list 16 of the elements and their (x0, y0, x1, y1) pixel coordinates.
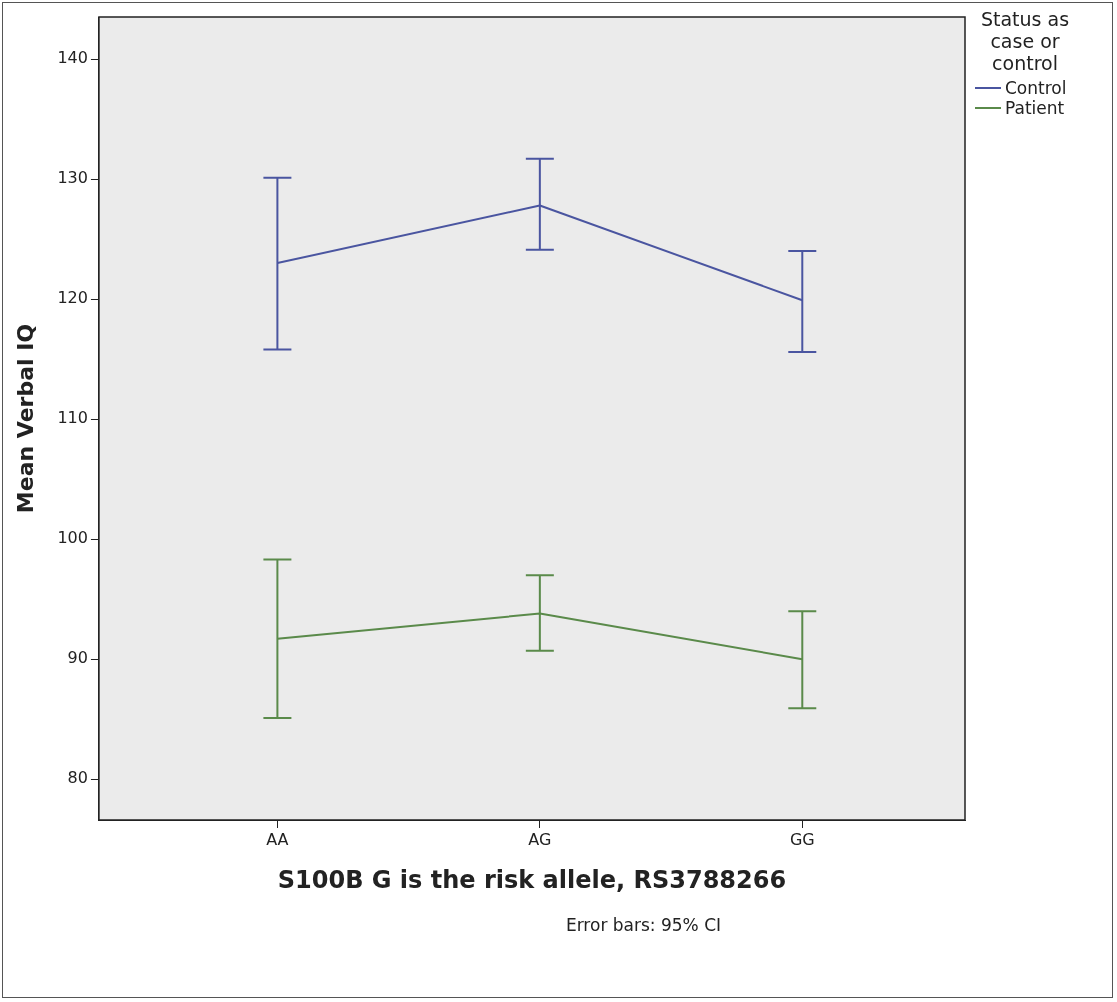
y-tick-label: 90 (67, 648, 88, 668)
y-tick-label: 120 (57, 288, 88, 308)
x-tick-label: AG (528, 829, 552, 849)
y-tick-label: 80 (67, 768, 88, 788)
text: Error bars: 95% CI (564, 915, 723, 935)
y-tick-label: 130 (57, 168, 88, 188)
legend-label: Control (1005, 78, 1067, 98)
x-axis-title: S100B G is the risk allele, RS3788266 (277, 865, 787, 894)
y-tick-label: 140 (57, 48, 88, 68)
x-tick-label: GG (789, 829, 815, 849)
y-tick-label: 100 (57, 528, 88, 548)
legend-label: Patient (1005, 98, 1065, 118)
legend-title: Status as case or control (979, 8, 1071, 74)
y-tick-label: 110 (57, 408, 88, 428)
x-tick-label: AA (266, 829, 289, 849)
y-axis-title: Mean Verbal IQ (12, 323, 38, 514)
